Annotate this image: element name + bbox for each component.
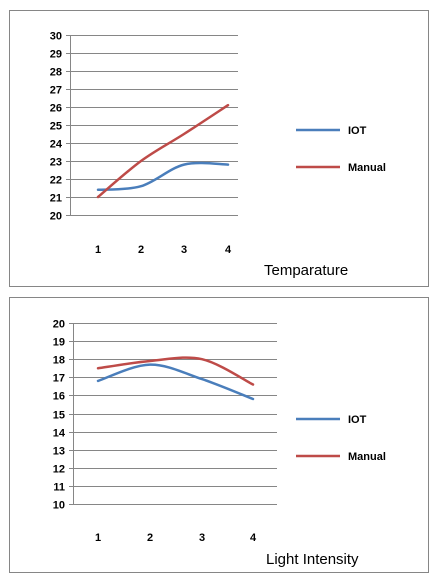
y-tick-label: 30 [50, 31, 62, 43]
series-line-iot [96, 161, 230, 192]
y-tick-label: 24 [50, 139, 63, 151]
x-tick-label: 4 [250, 532, 257, 544]
legend-label-iot: IOT [348, 125, 367, 137]
y-tick-label: 28 [50, 67, 62, 79]
y-tick-label: 10 [53, 500, 65, 512]
x-tick-label: 2 [138, 244, 144, 256]
series-line-manual [96, 356, 255, 386]
series-line-manual [96, 103, 230, 199]
series-line-iot [96, 363, 255, 401]
x-tick-label: 2 [147, 532, 153, 544]
chart-2-frame [9, 297, 429, 573]
x-tick-label: 1 [95, 244, 101, 256]
x-tick-label: 4 [225, 244, 232, 256]
legend-label-iot: IOT [348, 414, 367, 426]
chart-1-xlabel: Temparature [264, 262, 348, 279]
y-tick-label: 20 [53, 319, 65, 331]
y-tick-label: 27 [50, 85, 62, 97]
y-tick-label: 16 [53, 391, 65, 403]
y-tick-label: 15 [53, 410, 65, 422]
y-tick-label: 13 [53, 446, 65, 458]
y-tick-label: 11 [53, 482, 65, 494]
y-tick-label: 29 [50, 49, 62, 61]
y-tick-label: 14 [53, 428, 66, 440]
y-tick-label: 20 [50, 211, 62, 223]
legend-label-manual: Manual [348, 451, 386, 463]
x-tick-label: 1 [95, 532, 101, 544]
chart-2-xlabel: Light Intensity [266, 551, 359, 568]
x-tick-label: 3 [199, 532, 205, 544]
y-tick-label: 19 [53, 337, 65, 349]
y-tick-label: 17 [53, 373, 65, 385]
y-tick-label: 25 [50, 121, 62, 133]
legend-label-manual: Manual [348, 162, 386, 174]
y-tick-label: 26 [50, 103, 62, 115]
x-tick-label: 3 [181, 244, 187, 256]
y-tick-label: 12 [53, 464, 65, 476]
y-tick-label: 21 [50, 193, 62, 205]
y-tick-label: 22 [50, 175, 62, 187]
y-tick-label: 18 [53, 355, 65, 367]
y-tick-label: 23 [50, 157, 62, 169]
chart-1-frame [9, 10, 429, 287]
